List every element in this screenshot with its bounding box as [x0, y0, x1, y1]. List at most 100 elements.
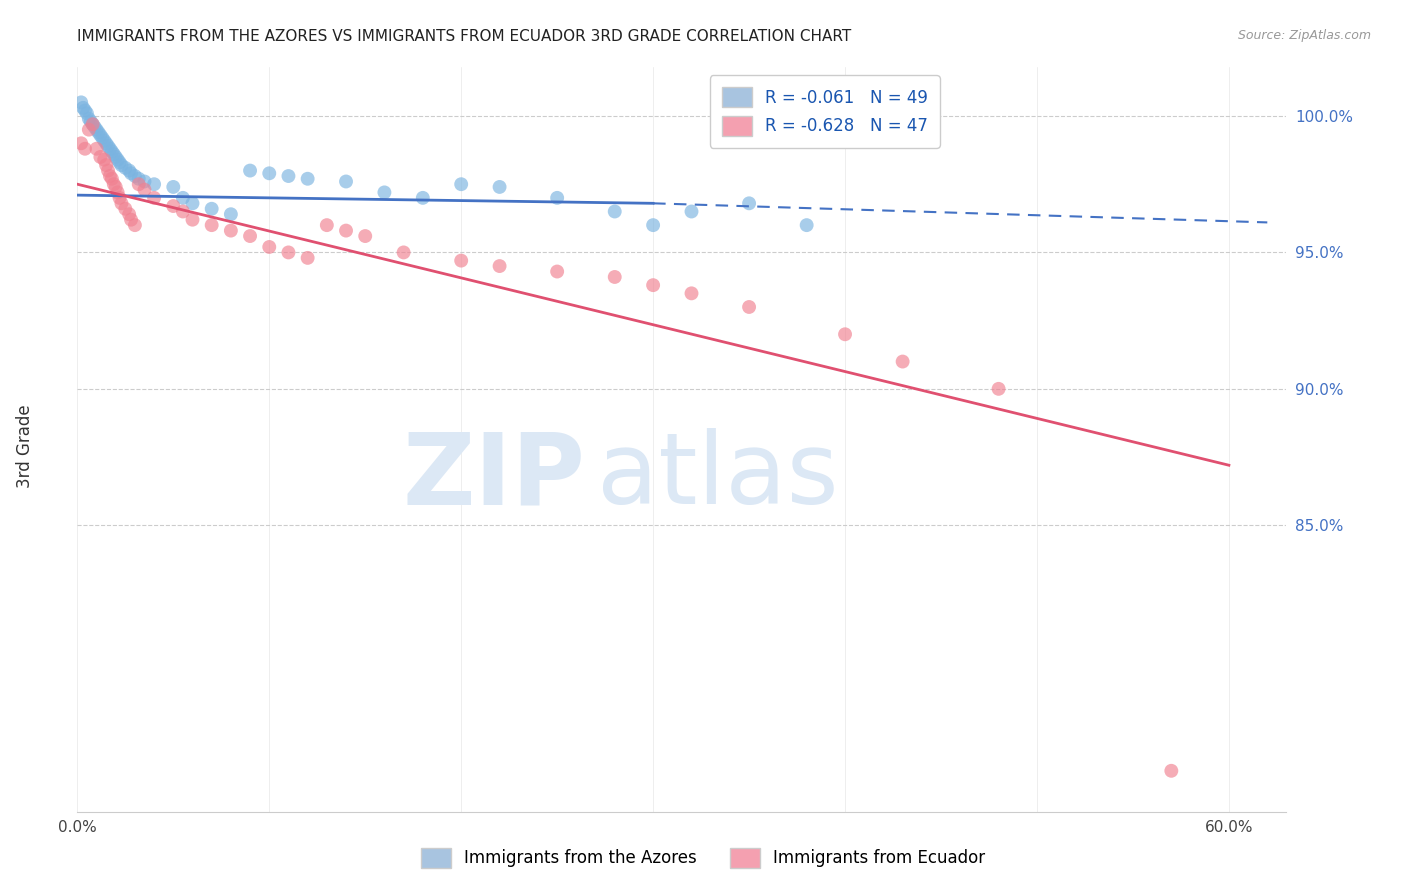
Point [107, 153, 129, 167]
Point [297, 171, 319, 186]
Point [89, 128, 111, 142]
Point [91, 131, 114, 145]
Point [118, 163, 141, 178]
Point [98, 142, 121, 156]
Point [891, 354, 914, 368]
Point [89, 150, 111, 164]
Point [101, 171, 124, 186]
Point [219, 224, 242, 238]
Point [738, 300, 761, 314]
Point [172, 204, 194, 219]
Point [277, 245, 299, 260]
Point [110, 158, 132, 172]
Point [103, 178, 125, 192]
Point [201, 218, 224, 232]
Point [834, 327, 856, 342]
Point [94, 136, 117, 151]
Point [643, 278, 665, 293]
Point [373, 186, 395, 200]
Text: atlas: atlas [598, 428, 839, 525]
Point [80, 114, 103, 128]
Legend: Immigrants from the Azores, Immigrants from Ecuador: Immigrants from the Azores, Immigrants f… [413, 841, 993, 875]
Point [97, 139, 120, 153]
Point [97, 163, 120, 178]
Point [118, 207, 141, 221]
Point [134, 183, 156, 197]
Point [107, 186, 129, 200]
Point [103, 147, 125, 161]
Point [259, 166, 281, 180]
Point [201, 202, 224, 216]
Point [82, 117, 104, 131]
Point [738, 196, 761, 211]
Point [239, 229, 262, 244]
Point [128, 171, 150, 186]
Point [82, 117, 104, 131]
Point [110, 196, 132, 211]
Point [488, 259, 510, 273]
Point [120, 212, 142, 227]
Point [392, 245, 415, 260]
Text: Source: ZipAtlas.com: Source: ZipAtlas.com [1237, 29, 1371, 42]
Point [603, 270, 626, 285]
Point [134, 174, 156, 188]
Point [101, 145, 124, 159]
Point [315, 218, 337, 232]
Point [124, 218, 146, 232]
Point [108, 155, 131, 169]
Point [259, 240, 281, 254]
Point [87, 125, 110, 139]
Point [72, 101, 94, 115]
Point [120, 166, 142, 180]
Point [219, 207, 242, 221]
Point [162, 180, 184, 194]
Point [124, 169, 146, 183]
Point [104, 180, 127, 194]
Point [277, 169, 299, 183]
Point [546, 191, 568, 205]
Point [987, 382, 1010, 396]
Point [93, 134, 115, 148]
Point [114, 161, 136, 175]
Point [488, 180, 510, 194]
Point [546, 264, 568, 278]
Point [93, 153, 115, 167]
Point [335, 224, 357, 238]
Point [681, 204, 703, 219]
Point [108, 191, 131, 205]
Point [450, 253, 472, 268]
Point [162, 199, 184, 213]
Point [143, 191, 166, 205]
Point [77, 122, 100, 136]
Point [603, 204, 626, 219]
Point [172, 191, 194, 205]
Legend: R = -0.061   N = 49, R = -0.628   N = 47: R = -0.061 N = 49, R = -0.628 N = 47 [710, 75, 939, 147]
Point [114, 202, 136, 216]
Point [70, 136, 93, 151]
Text: ZIP: ZIP [402, 428, 585, 525]
Point [86, 122, 108, 136]
Point [354, 229, 377, 244]
Text: IMMIGRANTS FROM THE AZORES VS IMMIGRANTS FROM ECUADOR 3RD GRADE CORRELATION CHAR: IMMIGRANTS FROM THE AZORES VS IMMIGRANTS… [77, 29, 852, 44]
Point [70, 95, 93, 110]
Point [181, 196, 204, 211]
Text: 3rd Grade: 3rd Grade [17, 404, 34, 488]
Point [86, 142, 108, 156]
Point [796, 218, 818, 232]
Point [76, 106, 98, 120]
Point [94, 158, 117, 172]
Point [77, 112, 100, 126]
Point [181, 212, 204, 227]
Point [73, 142, 96, 156]
Point [143, 178, 166, 192]
Point [98, 169, 121, 183]
Point [412, 191, 434, 205]
Point [239, 163, 262, 178]
Point [83, 120, 105, 134]
Point [1160, 764, 1182, 778]
Point [73, 103, 96, 118]
Point [335, 174, 357, 188]
Point [128, 178, 150, 192]
Point [104, 150, 127, 164]
Point [643, 218, 665, 232]
